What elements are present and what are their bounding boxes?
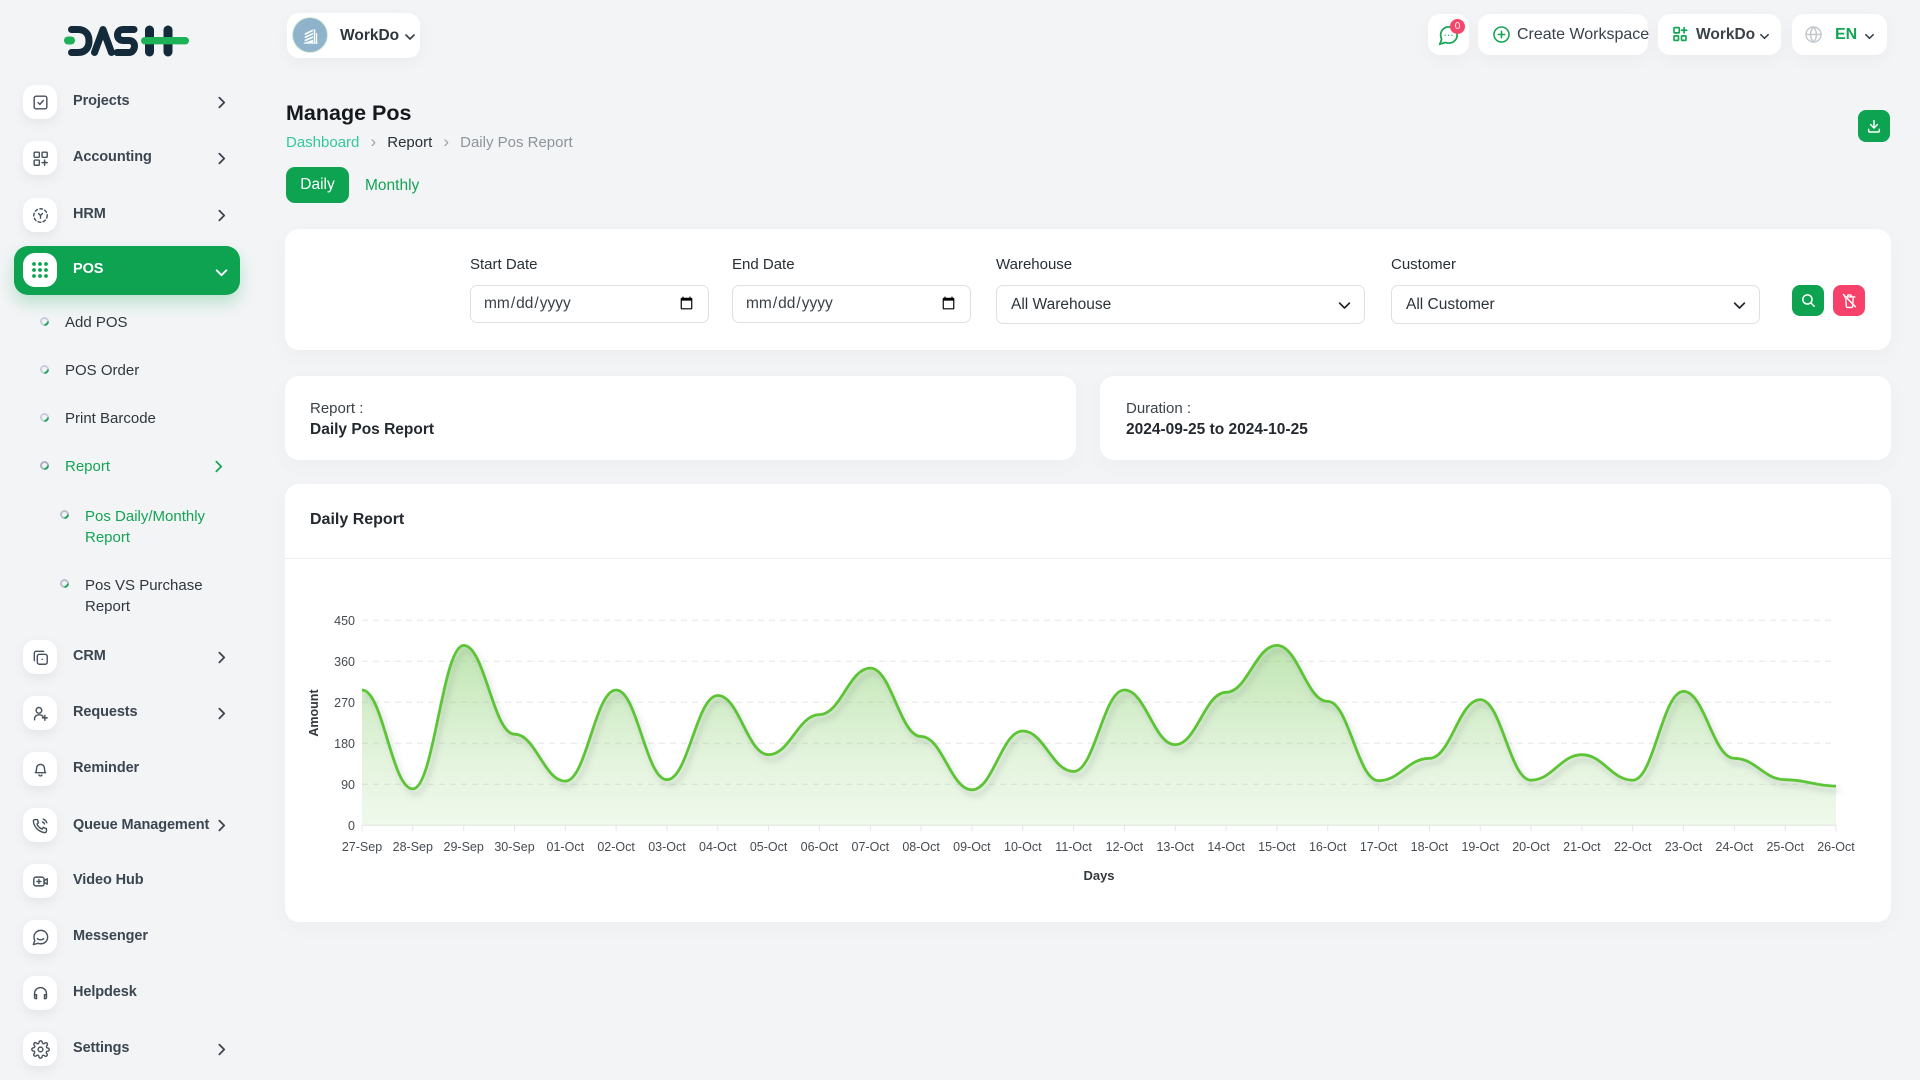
svg-text:12-Oct: 12-Oct <box>1106 840 1144 854</box>
svg-text:0: 0 <box>348 819 355 833</box>
svg-text:03-Oct: 03-Oct <box>648 840 686 854</box>
svg-text:05-Oct: 05-Oct <box>750 840 788 854</box>
svg-text:20-Oct: 20-Oct <box>1512 840 1550 854</box>
svg-text:27-Sep: 27-Sep <box>342 840 382 854</box>
svg-text:06-Oct: 06-Oct <box>801 840 839 854</box>
svg-text:24-Oct: 24-Oct <box>1716 840 1754 854</box>
svg-text:08-Oct: 08-Oct <box>902 840 940 854</box>
svg-text:30-Sep: 30-Sep <box>494 840 534 854</box>
svg-text:26-Oct: 26-Oct <box>1817 840 1855 854</box>
svg-text:07-Oct: 07-Oct <box>852 840 890 854</box>
svg-text:11-Oct: 11-Oct <box>1055 840 1092 854</box>
svg-text:360: 360 <box>334 655 355 669</box>
svg-text:02-Oct: 02-Oct <box>597 840 635 854</box>
svg-text:10-Oct: 10-Oct <box>1004 840 1042 854</box>
svg-text:18-Oct: 18-Oct <box>1411 840 1449 854</box>
svg-text:23-Oct: 23-Oct <box>1665 840 1703 854</box>
svg-text:270: 270 <box>334 696 355 710</box>
svg-text:15-Oct: 15-Oct <box>1258 840 1296 854</box>
svg-text:29-Sep: 29-Sep <box>444 840 484 854</box>
svg-text:Amount: Amount <box>307 689 321 737</box>
svg-text:13-Oct: 13-Oct <box>1156 840 1194 854</box>
svg-text:09-Oct: 09-Oct <box>953 840 991 854</box>
svg-text:21-Oct: 21-Oct <box>1563 840 1601 854</box>
svg-text:450: 450 <box>334 614 355 628</box>
svg-text:25-Oct: 25-Oct <box>1766 840 1804 854</box>
svg-text:90: 90 <box>341 778 355 792</box>
svg-text:180: 180 <box>334 737 355 751</box>
svg-text:28-Sep: 28-Sep <box>393 840 433 854</box>
svg-text:17-Oct: 17-Oct <box>1360 840 1398 854</box>
svg-text:16-Oct: 16-Oct <box>1309 840 1347 854</box>
svg-text:04-Oct: 04-Oct <box>699 840 737 854</box>
svg-text:14-Oct: 14-Oct <box>1207 840 1245 854</box>
svg-text:01-Oct: 01-Oct <box>547 840 585 854</box>
svg-text:19-Oct: 19-Oct <box>1461 840 1499 854</box>
svg-text:Days: Days <box>1083 868 1114 883</box>
svg-text:22-Oct: 22-Oct <box>1614 840 1652 854</box>
